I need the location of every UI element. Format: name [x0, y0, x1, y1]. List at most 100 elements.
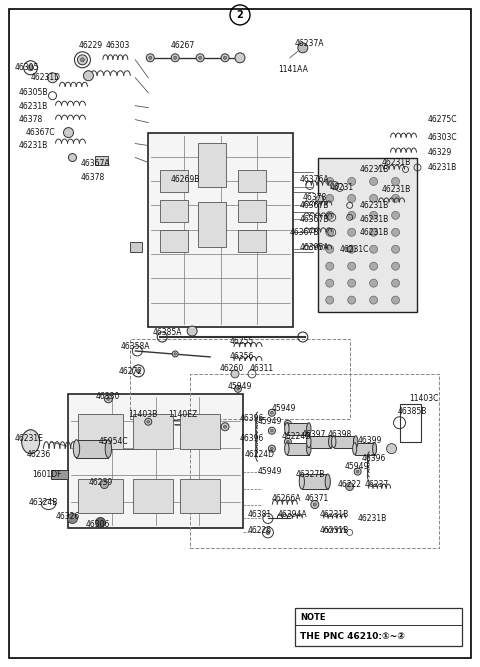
- Bar: [130, 242, 142, 252]
- Circle shape: [107, 398, 110, 400]
- Text: 11403B: 11403B: [128, 410, 157, 420]
- Circle shape: [354, 468, 361, 475]
- Circle shape: [326, 194, 334, 202]
- Text: 46303C: 46303C: [428, 133, 457, 142]
- Circle shape: [370, 228, 378, 236]
- Text: 46378: 46378: [81, 173, 105, 182]
- Text: 1140EZ: 1140EZ: [168, 410, 197, 420]
- Circle shape: [268, 445, 276, 452]
- Bar: [148, 133, 293, 327]
- Circle shape: [348, 194, 356, 202]
- Text: 46378: 46378: [303, 193, 327, 202]
- Circle shape: [271, 448, 273, 450]
- Bar: [318, 157, 418, 312]
- Circle shape: [199, 56, 202, 59]
- Circle shape: [392, 245, 399, 253]
- Text: 46329: 46329: [428, 148, 452, 157]
- Circle shape: [266, 530, 270, 534]
- Text: 46367B: 46367B: [300, 215, 329, 224]
- Text: 46396: 46396: [361, 454, 386, 463]
- Bar: [309, 436, 331, 448]
- Circle shape: [271, 412, 273, 414]
- Ellipse shape: [307, 443, 311, 455]
- Bar: [190, 374, 439, 548]
- Text: 46306: 46306: [85, 520, 110, 529]
- Circle shape: [346, 482, 354, 490]
- Bar: [287, 443, 309, 455]
- Circle shape: [348, 177, 356, 185]
- Bar: [302, 474, 328, 489]
- Text: 46237: 46237: [365, 480, 389, 489]
- Circle shape: [271, 430, 273, 432]
- Circle shape: [268, 410, 276, 416]
- Circle shape: [221, 423, 229, 431]
- Text: 46396: 46396: [240, 434, 264, 443]
- Circle shape: [146, 54, 154, 62]
- Text: 46367A: 46367A: [81, 159, 110, 168]
- Circle shape: [284, 438, 291, 445]
- Bar: [160, 230, 188, 252]
- Circle shape: [326, 279, 334, 287]
- Text: 46305B: 46305B: [19, 88, 48, 97]
- Circle shape: [149, 56, 152, 59]
- Circle shape: [326, 262, 334, 270]
- Bar: [133, 479, 173, 514]
- Text: 46398: 46398: [328, 430, 352, 439]
- Text: 11403C: 11403C: [409, 394, 439, 404]
- Circle shape: [370, 296, 378, 304]
- Text: 46239: 46239: [88, 478, 113, 487]
- Text: 46395A: 46395A: [300, 243, 329, 251]
- Circle shape: [224, 56, 227, 59]
- Circle shape: [287, 440, 289, 443]
- Bar: [238, 230, 266, 252]
- Text: 46237A: 46237A: [295, 39, 324, 48]
- Ellipse shape: [285, 443, 289, 455]
- Circle shape: [311, 500, 319, 508]
- Circle shape: [356, 470, 359, 473]
- Text: 46378: 46378: [19, 115, 43, 124]
- Circle shape: [104, 395, 112, 403]
- Text: 46330: 46330: [96, 392, 120, 402]
- Circle shape: [392, 262, 399, 270]
- Circle shape: [326, 177, 334, 185]
- Circle shape: [224, 425, 227, 428]
- Text: 46222: 46222: [338, 480, 362, 489]
- Circle shape: [370, 211, 378, 219]
- Circle shape: [392, 177, 399, 185]
- Text: 46367C: 46367C: [25, 128, 55, 137]
- Text: 46385B: 46385B: [397, 408, 427, 416]
- Text: 46311: 46311: [250, 364, 274, 374]
- Circle shape: [348, 296, 356, 304]
- Circle shape: [326, 296, 334, 304]
- Ellipse shape: [325, 474, 330, 489]
- Text: 46255: 46255: [230, 338, 254, 346]
- Text: 1601DF: 1601DF: [33, 470, 62, 479]
- Bar: [287, 423, 309, 435]
- Text: 45954C: 45954C: [98, 437, 128, 446]
- Ellipse shape: [328, 436, 333, 448]
- Text: 46231B: 46231B: [320, 526, 349, 535]
- Circle shape: [174, 56, 177, 59]
- Text: 46224D: 46224D: [245, 450, 275, 459]
- Bar: [96, 155, 108, 165]
- Circle shape: [100, 480, 108, 488]
- Bar: [198, 143, 226, 187]
- Text: 46326: 46326: [56, 512, 80, 521]
- Circle shape: [284, 420, 291, 428]
- Text: 46367B: 46367B: [300, 201, 329, 210]
- Bar: [76, 440, 108, 458]
- Bar: [334, 436, 356, 448]
- Circle shape: [316, 195, 324, 203]
- Bar: [69, 394, 243, 528]
- Text: 46231B: 46231B: [382, 185, 411, 194]
- Circle shape: [348, 211, 356, 219]
- Circle shape: [231, 370, 239, 378]
- Text: THE PNC 46210:①~②: THE PNC 46210:①~②: [300, 632, 405, 641]
- Circle shape: [348, 228, 356, 236]
- Bar: [130, 339, 350, 419]
- Text: 46269B: 46269B: [170, 175, 200, 184]
- Circle shape: [348, 245, 356, 253]
- Circle shape: [77, 55, 87, 65]
- Circle shape: [196, 54, 204, 62]
- Ellipse shape: [307, 436, 311, 448]
